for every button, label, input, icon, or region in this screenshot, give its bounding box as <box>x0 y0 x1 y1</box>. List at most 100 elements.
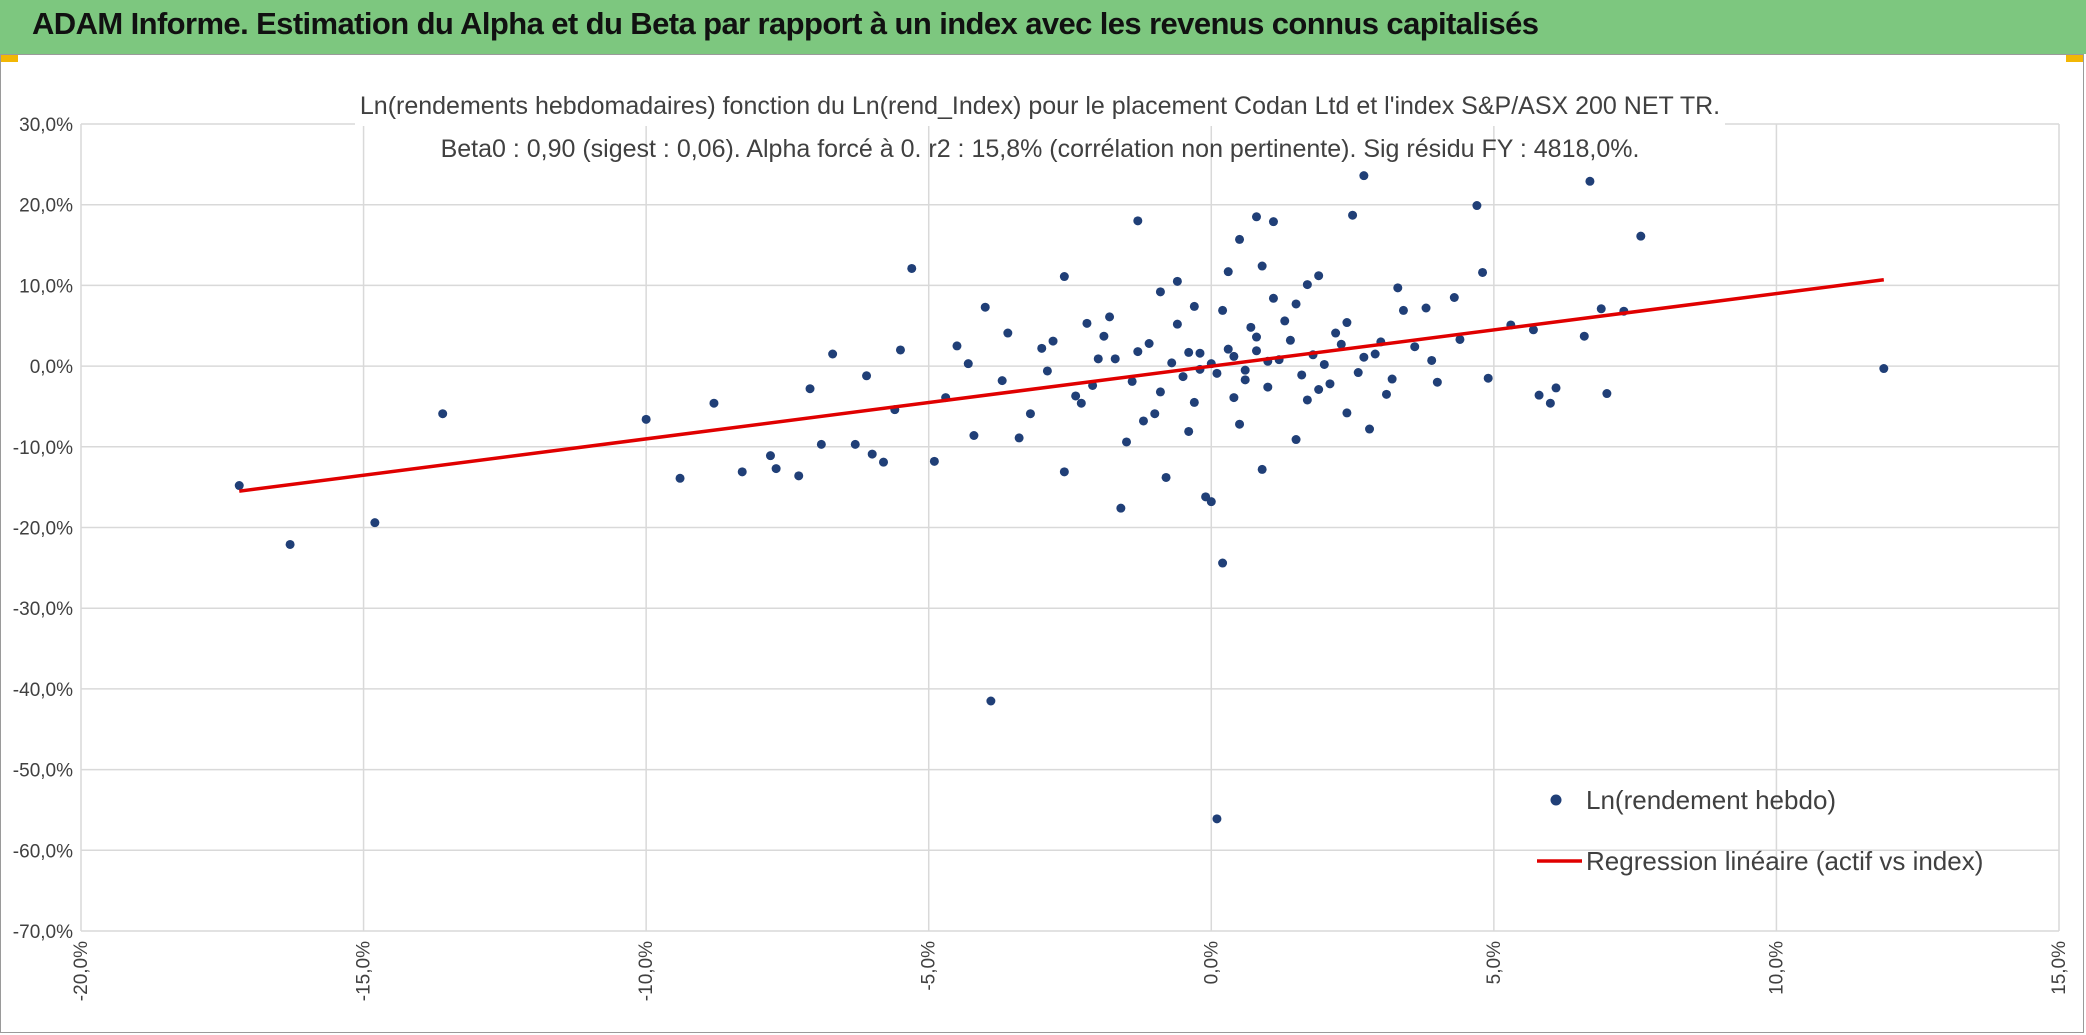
y-tick-label: -40,0% <box>13 680 73 701</box>
y-tick-label: 10,0% <box>19 276 73 297</box>
data-point <box>1636 231 1646 241</box>
x-tick-label: -10,0% <box>636 941 657 1001</box>
data-point <box>1602 389 1612 399</box>
data-point <box>1076 398 1086 408</box>
data-point <box>1133 216 1143 226</box>
data-point <box>1291 435 1301 445</box>
data-point <box>986 696 996 706</box>
data-point <box>805 384 815 394</box>
data-point <box>1251 346 1261 356</box>
data-point <box>1302 395 1312 405</box>
data-point <box>1545 398 1555 408</box>
data-point <box>1212 368 1222 378</box>
data-point <box>1449 293 1459 303</box>
data-point <box>1127 376 1137 386</box>
data-point <box>1048 336 1058 346</box>
data-point <box>1099 331 1109 341</box>
data-point <box>1025 409 1035 419</box>
x-tick-label: 0,0% <box>1201 941 1222 984</box>
data-point <box>1212 814 1222 824</box>
data-point <box>1195 348 1205 358</box>
x-tick-label: -5,0% <box>919 941 940 991</box>
data-point <box>1246 322 1256 332</box>
data-point <box>1427 355 1437 365</box>
chart-subtitle: Beta0 : 0,90 (sigest : 0,06). Alpha forc… <box>441 135 1640 163</box>
data-point <box>1478 267 1488 277</box>
data-point <box>1257 464 1267 474</box>
y-tick-label: -10,0% <box>13 438 73 459</box>
data-point <box>895 345 905 355</box>
data-point <box>1302 280 1312 290</box>
data-point <box>1596 304 1606 314</box>
data-point <box>969 431 979 441</box>
data-point <box>1483 373 1493 383</box>
gridlines <box>80 123 2060 932</box>
data-point <box>1325 379 1335 389</box>
data-point <box>1348 210 1358 220</box>
data-point <box>1342 408 1352 418</box>
data-point <box>1093 354 1103 364</box>
data-point <box>1251 332 1261 342</box>
data-point <box>1189 397 1199 407</box>
data-point <box>1155 387 1165 397</box>
data-point <box>1014 433 1024 443</box>
data-point <box>1551 383 1561 393</box>
data-point <box>1387 374 1397 384</box>
data-point <box>1138 416 1148 426</box>
data-point <box>1178 372 1188 382</box>
data-point <box>1297 370 1307 380</box>
data-point <box>1370 349 1380 359</box>
data-point <box>963 359 973 369</box>
data-point <box>1037 343 1047 353</box>
data-point <box>1071 391 1081 401</box>
data-point <box>1251 212 1261 222</box>
data-point <box>850 439 860 449</box>
data-point <box>1184 426 1194 436</box>
data-point <box>1229 393 1239 403</box>
data-point <box>1263 382 1273 392</box>
data-point <box>1235 419 1245 429</box>
regression-layer <box>239 278 1885 493</box>
data-point <box>1579 331 1589 341</box>
data-point <box>1223 267 1233 277</box>
data-point <box>828 349 838 359</box>
y-tick-label: -50,0% <box>13 761 73 782</box>
data-point <box>1336 339 1346 349</box>
data-point <box>771 464 781 474</box>
data-point <box>1059 467 1069 477</box>
data-point <box>1257 261 1267 271</box>
data-point <box>1155 287 1165 297</box>
data-point <box>1528 325 1538 335</box>
data-point <box>641 414 651 424</box>
data-point <box>1059 272 1069 282</box>
legend-dot-marker <box>1550 794 1562 806</box>
y-tick-label: 30,0% <box>19 115 73 136</box>
data-point <box>1218 558 1228 568</box>
corner-accent-left <box>0 54 18 62</box>
data-point <box>675 473 685 483</box>
report-title: ADAM Informe. Estimation du Alpha et du … <box>32 6 1539 41</box>
data-point <box>1314 385 1324 395</box>
data-point <box>1172 276 1182 286</box>
data-point <box>1105 312 1115 322</box>
data-point <box>794 471 804 481</box>
chart-legend: Ln(rendement hebdo) Regression linéaire … <box>1537 785 1983 876</box>
data-point <box>1879 364 1889 374</box>
data-point <box>1285 335 1295 345</box>
data-point <box>1421 303 1431 313</box>
x-tick-label: -15,0% <box>354 941 375 1001</box>
data-point <box>1268 217 1278 227</box>
data-point <box>370 518 380 528</box>
data-point <box>867 449 877 459</box>
data-point <box>1534 390 1544 400</box>
data-point <box>1206 497 1216 507</box>
data-point <box>1218 305 1228 315</box>
data-point <box>1235 234 1245 244</box>
y-tick-label: -30,0% <box>13 599 73 620</box>
data-point <box>1082 318 1092 328</box>
data-point <box>1314 271 1324 281</box>
data-point <box>1042 366 1052 376</box>
y-tick-label: -20,0% <box>13 519 73 540</box>
data-point <box>1410 342 1420 352</box>
